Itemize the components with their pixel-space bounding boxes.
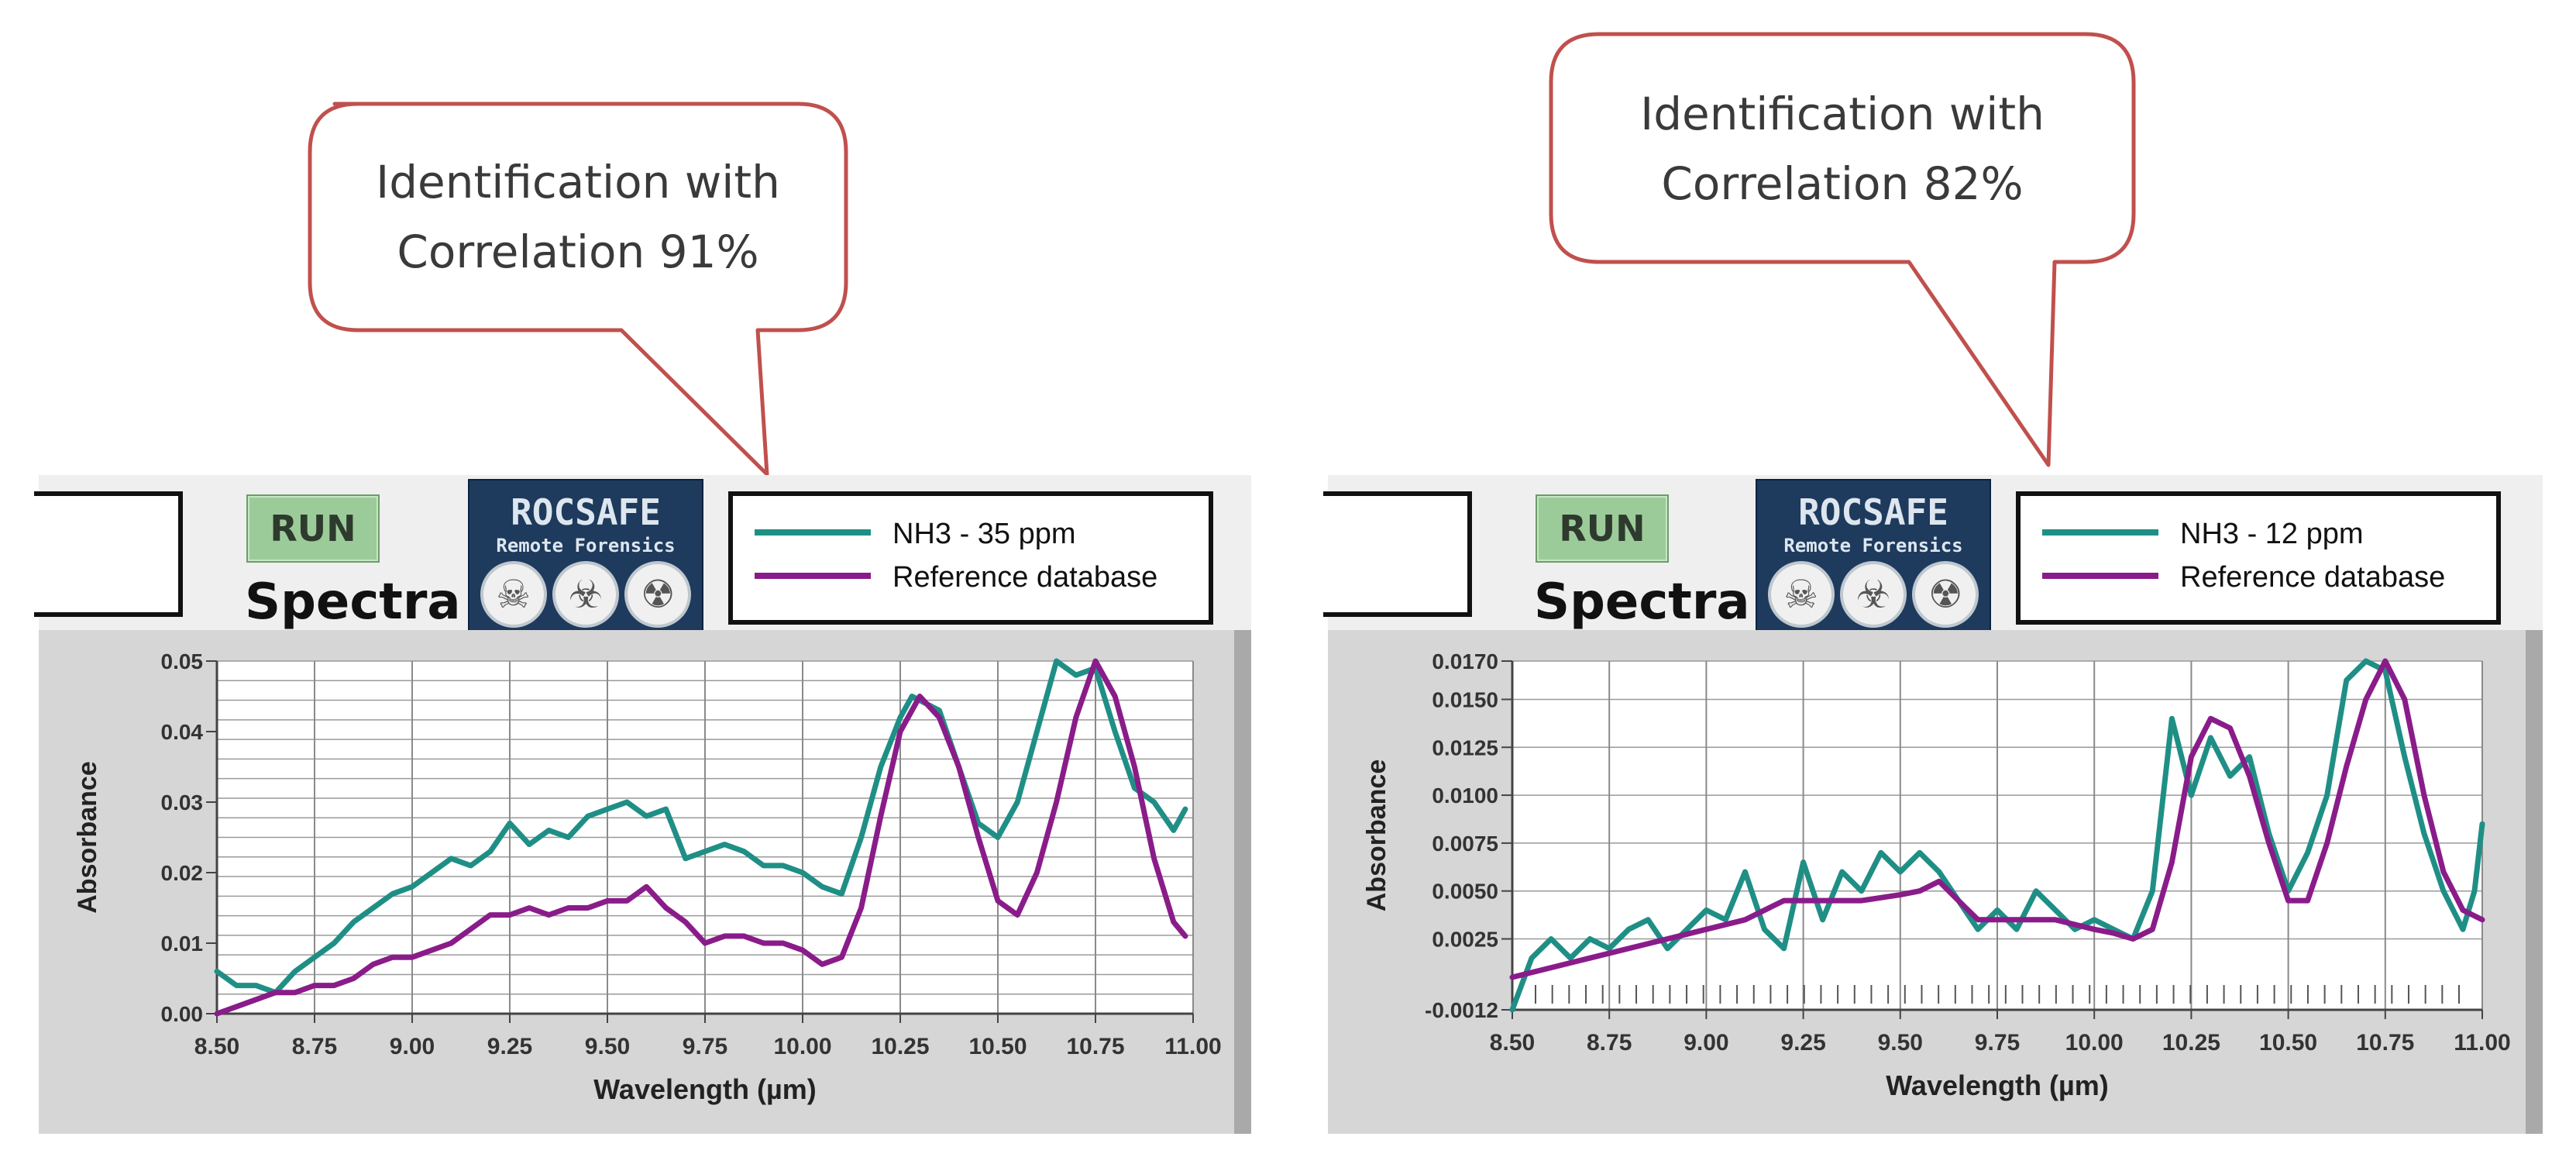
x-tick-label: 9.00 [390,1034,435,1059]
x-tick-label: 10.75 [2356,1030,2414,1056]
y-tick-label: 0.03 [161,790,204,815]
chart-legend: NH3 - 12 ppm Reference database [2016,491,2501,625]
y-tick-label: 0.0025 [1432,928,1498,952]
x-tick-label: 10.25 [2162,1030,2220,1056]
series-group [214,658,1188,1017]
cropped-box [1323,491,1472,617]
x-tick-label: 9.50 [585,1034,630,1059]
logo-title: ROCSAFE [1798,491,1948,533]
x-tick-label: 10.25 [871,1034,929,1059]
radiation-icon: ☢ [1912,561,1979,628]
y-tick-label: 0.05 [161,649,204,673]
skull-icon: ☠ [480,561,547,628]
x-tick-label: 9.50 [1878,1030,1923,1056]
radiation-icon: ☢ [624,561,692,628]
spectra-title: Spectra [245,573,461,631]
x-tick-label: 10.50 [2259,1030,2317,1056]
x-tick-label: 11.00 [1164,1034,1221,1059]
logo-title: ROCSAFE [511,491,661,533]
y-tick-label: 0.01 [161,932,204,956]
rocsafe-logo: ROCSAFE Remote Forensics ☠ ☣ ☢ [468,479,703,632]
x-tick-label: 8.75 [292,1034,337,1059]
skull-icon: ☠ [1767,561,1835,628]
y-tick-labels: 0.00 0.01 0.02 0.03 0.04 0.05 [161,649,217,1026]
y-tick-labels: -0.0012 0.0025 0.0050 0.0075 0.0100 0.0125 0.0… [1425,649,1512,1022]
legend-label: NH3 - 12 ppm [2180,518,2364,550]
spectra-panel-right: Identification with Correlation 82% RUN … [1288,0,2576,1171]
logo-subtitle: Remote Forensics [1783,535,1963,556]
x-tick-labels: 8.50 8.75 9.00 9.25 9.50 9.75 10.00 10.25 10.50 1… [194,1014,1222,1059]
legend-item: Reference database [2021,556,2496,598]
spectra-title: Spectra [1534,573,1750,631]
legend-swatch-reference [755,573,871,579]
spectrum-chart: -0.0012 0.0025 0.0050 0.0075 0.0100 0.0125 0.0… [1328,630,2543,1134]
x-tick-label: 9.25 [487,1034,532,1059]
x-tick-label: 9.75 [683,1034,727,1059]
biohazard-icon: ☣ [1839,561,1907,628]
x-tick-label: 8.50 [1490,1030,1535,1056]
run-button[interactable]: RUN [246,494,380,563]
y-tick-label: 0.0170 [1432,649,1498,673]
y-tick-label: 0.0100 [1432,784,1498,808]
x-tick-label: 9.00 [1684,1030,1728,1056]
x-axis-label: Wavelength (µm) [593,1073,816,1105]
spectra-panel-left: Identification with Correlation 91% RUN … [34,102,1251,1134]
y-tick-label: 0.02 [161,861,204,885]
logo-subtitle: Remote Forensics [496,535,676,556]
run-button[interactable]: RUN [1536,494,1669,563]
x-tick-label: 10.50 [968,1034,1027,1059]
y-tick-label: 0.0050 [1432,880,1498,904]
cropped-box [34,491,183,617]
y-tick-label: 0.04 [161,720,204,744]
callout-text: Identification with Correlation 91% [310,147,846,287]
x-tick-label: 8.75 [1587,1030,1632,1056]
biohazard-icon: ☣ [552,561,619,628]
x-tick-label: 9.75 [1975,1030,2020,1056]
legend-swatch-sample [755,529,871,536]
y-tick-label: -0.0012 [1425,998,1498,1022]
rocsafe-logo: ROCSAFE Remote Forensics ☠ ☣ ☢ [1756,479,1991,632]
y-tick-label: 0.0150 [1432,687,1498,711]
y-tick-label: 0.00 [161,1002,204,1026]
x-axis-label: Wavelength (µm) [1886,1069,2108,1101]
x-tick-label: 10.00 [2065,1030,2124,1056]
y-tick-label: 0.0075 [1432,832,1498,856]
logo-badges: ☠ ☣ ☢ [477,561,694,628]
legend-label: Reference database [2180,561,2446,594]
callout-bubble [1549,32,2136,467]
x-tick-label: 9.25 [1780,1030,1825,1056]
callout-line-1: Identification with [376,156,780,208]
legend-swatch-reference [2042,573,2158,579]
spectrum-chart: 0.00 0.01 0.02 0.03 0.04 0.05 8.50 8.75 9.00 9.25… [39,630,1251,1134]
series-line [1509,658,2485,980]
chart-frame-edge [2526,630,2543,1134]
rug-ticks [1535,985,2460,1004]
series-line [214,658,1188,996]
legend-label: Reference database [892,561,1158,594]
y-axis-label: Absorbance [1362,759,1391,912]
legend-item: Reference database [733,556,1209,598]
y-tick-label: 0.0125 [1432,735,1498,759]
legend-item: NH3 - 12 ppm [2021,513,2496,555]
y-axis-label: Absorbance [73,761,102,914]
x-tick-label: 8.50 [194,1034,239,1059]
callout-line-2: Correlation 91% [397,226,759,278]
callout-line-2: Correlation 82% [1661,157,2024,210]
chart-frame-edge [1234,630,1251,1134]
x-tick-label: 10.00 [773,1034,831,1059]
chart-legend: NH3 - 35 ppm Reference database [728,491,1213,625]
logo-badges: ☠ ☣ ☢ [1765,561,1982,628]
legend-swatch-sample [2042,529,2158,536]
series-group [1509,658,2485,1013]
x-tick-labels: 8.50 8.75 9.00 9.25 9.50 9.75 10.00 10.25 10.50 1… [1490,1010,2511,1056]
x-tick-label: 10.75 [1066,1034,1124,1059]
callout-line-1: Identification with [1640,88,2045,140]
callout-text: Identification with Correlation 82% [1551,79,2134,219]
x-tick-label: 11.00 [2454,1030,2510,1056]
series-line [214,658,1188,1017]
legend-label: NH3 - 35 ppm [892,518,1076,550]
callout-bubble [308,102,848,477]
legend-item: NH3 - 35 ppm [733,513,1209,555]
